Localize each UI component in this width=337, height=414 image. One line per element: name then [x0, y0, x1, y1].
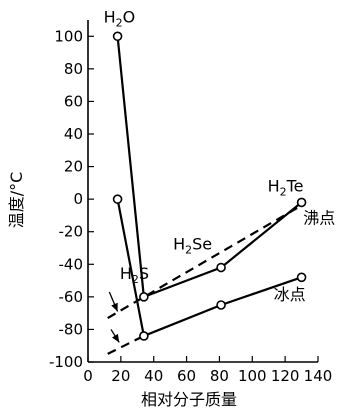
- point-label: H2Te: [268, 176, 304, 198]
- axes: 0 20 40 60 80 100 120 140-100-80-60-40-20020406…: [49, 20, 332, 385]
- x-tick-label: 40: [144, 367, 163, 385]
- point-label: H2S: [120, 264, 149, 286]
- y-tick-label: 20: [64, 158, 83, 176]
- y-tick-label: 80: [64, 60, 83, 78]
- data-point: [216, 300, 226, 310]
- y-tick-label: 0: [73, 190, 83, 208]
- series-lines: [116, 36, 303, 338]
- y-tick-label: -100: [49, 353, 83, 371]
- x-tick-label: 20: [111, 367, 130, 385]
- x-axis-label: 相对分子质量: [141, 390, 237, 409]
- annotation-arrows: [108, 291, 120, 343]
- point-label: H2Se: [173, 235, 212, 257]
- series-label: 冰点: [274, 285, 306, 304]
- data-point: [296, 272, 307, 283]
- x-tick-label: 120: [271, 367, 300, 385]
- data-point: [112, 194, 123, 204]
- x-tick-label: 80: [210, 367, 229, 385]
- data-point: [139, 331, 149, 341]
- point-label: H2O: [104, 7, 136, 29]
- series-line-boiling-point: [116, 36, 303, 299]
- x-tick-label: 0: [83, 367, 93, 385]
- data-point: [112, 31, 123, 42]
- y-tick-label: -60: [59, 288, 84, 306]
- series-line-freezing-point: [116, 198, 302, 338]
- extrapolation-lines: [107, 206, 299, 355]
- series-label: 沸点: [303, 209, 335, 228]
- x-tick-label: 60: [177, 367, 196, 385]
- y-tick-label: -80: [59, 320, 84, 338]
- data-point: [216, 262, 226, 273]
- data-markers: [112, 31, 307, 341]
- y-axis-label: 温度/°C: [7, 172, 26, 229]
- y-tick-label: -40: [59, 255, 84, 273]
- y-tick-label: 40: [64, 125, 83, 143]
- y-tick-label: -20: [59, 223, 84, 241]
- arrow-head: [111, 302, 118, 312]
- x-tick-label: 100: [238, 367, 267, 385]
- extrapolation-line: [107, 206, 299, 319]
- x-tick-label: 140: [304, 367, 333, 385]
- data-point: [296, 197, 307, 208]
- y-tick-label: 100: [54, 27, 83, 45]
- extrapolation-line: [107, 334, 145, 355]
- arrow-head: [111, 333, 120, 343]
- data-point: [139, 292, 149, 302]
- y-tick-label: 60: [64, 92, 83, 110]
